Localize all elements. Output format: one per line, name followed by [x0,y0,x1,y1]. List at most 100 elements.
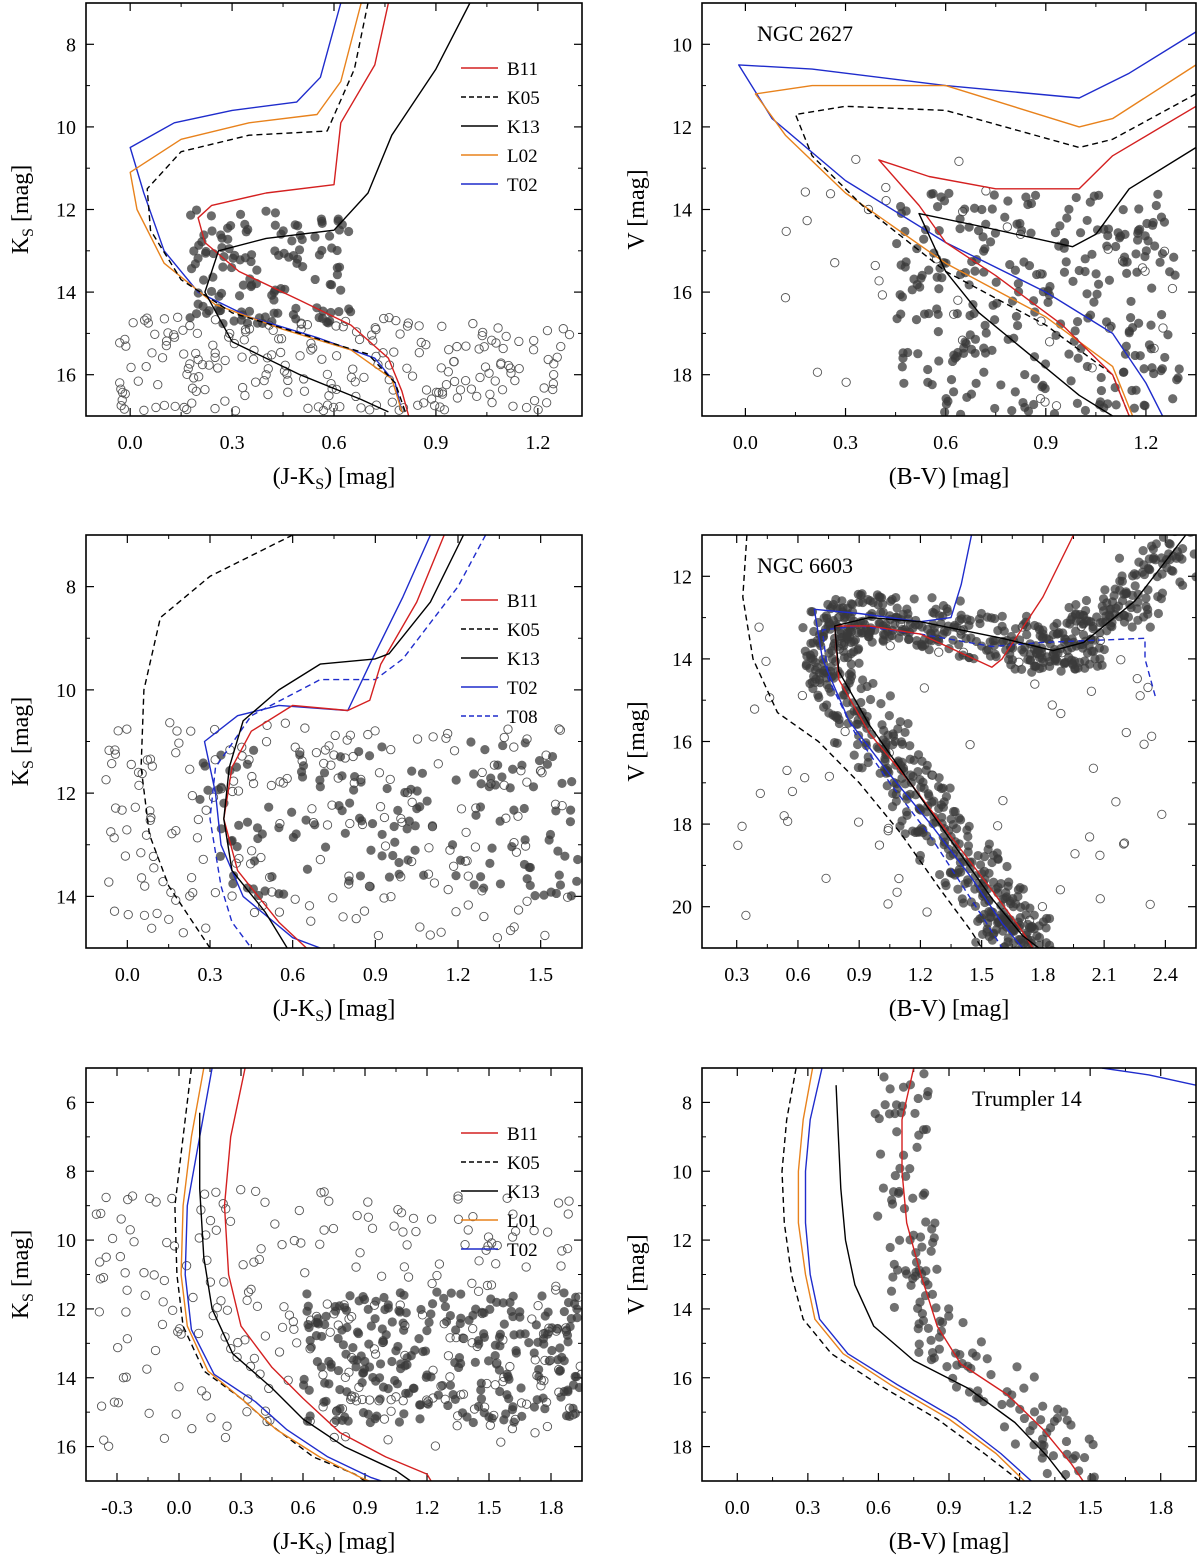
member-star [445,1380,456,1390]
field-star [176,1329,186,1339]
member-star [1131,249,1141,259]
member-star [1133,235,1143,245]
member-star [1082,289,1092,299]
member-star [315,775,325,785]
member-star [529,1348,539,1358]
member-star [522,874,532,884]
member-star [982,645,992,655]
member-star [398,1318,408,1328]
member-star [1009,333,1019,343]
y-tick-label: 10 [56,117,76,139]
field-star [421,340,431,350]
member-star [1015,882,1025,893]
field-star [575,1361,582,1371]
member-star [1177,554,1187,564]
member-star [812,662,822,672]
member-star [358,1368,369,1378]
field-star [383,1435,393,1445]
field-star [283,387,293,397]
field-star [501,331,511,342]
field-star [478,327,488,337]
field-star [1086,686,1097,696]
member-star [332,1405,342,1416]
member-star [973,916,983,926]
member-star [1019,1413,1030,1424]
member-star [1074,265,1084,276]
field-star [211,1225,221,1235]
field-star [247,846,257,856]
y-tick-label: 8 [66,577,76,599]
field-star [351,1396,362,1406]
member-star [524,862,534,872]
field-star [556,341,566,352]
field-star [883,826,893,836]
field-star [477,767,487,778]
member-star [1151,200,1161,211]
member-star [476,1378,486,1388]
field-star [398,1227,408,1237]
member-star [334,1301,345,1311]
field-star [226,1343,236,1354]
field-star [487,397,497,408]
field-star [1118,839,1129,849]
field-star [389,347,399,357]
member-star [337,1415,347,1425]
member-star [980,874,990,884]
member-star [555,880,566,890]
member-star [1023,919,1033,929]
member-star [895,1163,905,1173]
field-star [1002,222,1012,232]
member-star [1029,352,1040,362]
member-star [1028,1420,1038,1431]
field-star [429,878,440,888]
field-star [222,1421,232,1431]
member-star [944,1311,954,1321]
member-star [885,1242,895,1253]
field-star [178,325,188,335]
member-star [1002,861,1012,872]
member-star [988,300,998,310]
member-star [1102,241,1112,251]
field-star [1037,901,1048,912]
field-star [528,345,539,355]
member-star [880,1100,890,1110]
field-star [302,320,313,330]
member-star [317,245,327,256]
field-star [117,805,127,815]
field-star [326,760,336,770]
field-star [877,290,888,300]
member-star [274,823,284,833]
member-star [997,1399,1007,1410]
member-star [537,1291,547,1301]
member-star [193,288,203,298]
member-star [1030,190,1041,200]
member-star [955,224,965,234]
field-star [153,380,163,390]
member-star [1012,1362,1022,1372]
field-star [340,1372,351,1383]
member-star [919,309,930,319]
field-star [331,351,342,361]
member-star [853,730,864,741]
field-star [324,391,334,401]
field-star [331,384,342,394]
field-star [779,811,789,821]
member-star [509,1330,519,1340]
field-star [233,786,244,796]
field-star [261,370,271,380]
member-star [468,1417,478,1428]
member-star [524,1338,534,1348]
y-axis-label: V [mag] [624,701,650,781]
field-star [402,1240,412,1250]
member-star [483,1356,494,1366]
x-tick-label: 0.9 [353,1497,378,1519]
field-star [198,854,208,864]
member-star [507,1405,518,1415]
member-star [1068,276,1078,286]
member-star [1109,591,1119,601]
field-star [549,369,559,380]
y-tick-label: 10 [672,34,692,56]
member-star [1066,1420,1076,1430]
member-star [1017,949,1026,958]
member-star [554,1366,565,1376]
